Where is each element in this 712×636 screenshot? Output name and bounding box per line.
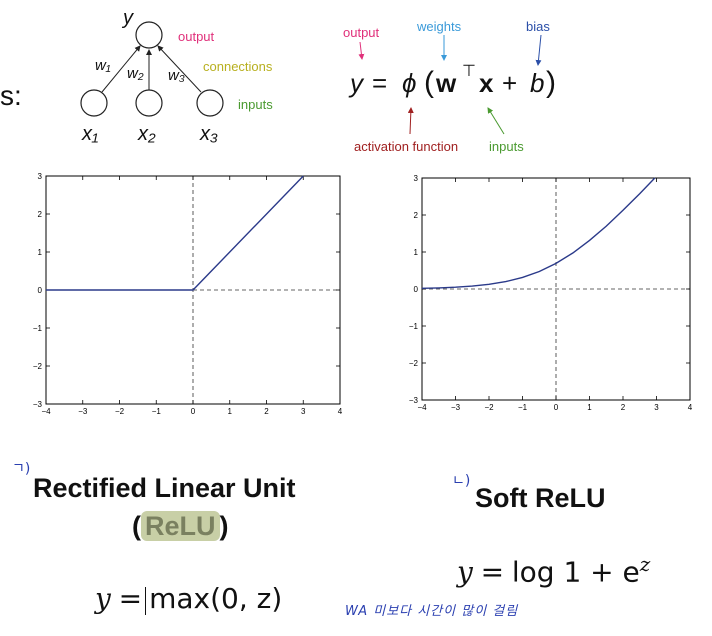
series-line bbox=[46, 175, 304, 291]
eq-b: b bbox=[530, 68, 544, 98]
y-tick-label: 3 bbox=[414, 174, 419, 183]
y-tick-label: −1 bbox=[33, 324, 43, 333]
arrow-bias bbox=[535, 34, 542, 66]
y-tick-label: 1 bbox=[414, 248, 419, 257]
label-connections: connections bbox=[203, 59, 273, 74]
relu-mark: ㄱ) bbox=[12, 461, 31, 477]
y-tick-label: −3 bbox=[33, 400, 43, 409]
x-tick-label: 3 bbox=[654, 403, 659, 412]
eq-label-bias: bias bbox=[526, 19, 550, 34]
equation-diagram: output weights bias y = ϕ ( w ⊤ x + b ) … bbox=[343, 19, 556, 154]
output-var: y bbox=[121, 7, 134, 29]
x-tick-label: −3 bbox=[78, 407, 88, 415]
relu-abbr-line: (ReLU) bbox=[132, 511, 229, 542]
y-tick-label: 1 bbox=[38, 248, 43, 257]
eq-lhs: y bbox=[348, 68, 365, 98]
relu-formula: y = max(0, z) bbox=[95, 582, 282, 615]
eq-label-output: output bbox=[343, 25, 380, 40]
softrelu-mark: ㄴ) bbox=[452, 473, 471, 489]
x-tick-label: 4 bbox=[338, 407, 343, 415]
relu-paren-open: ( bbox=[132, 511, 141, 541]
eq-plus: + bbox=[502, 68, 517, 98]
series-line bbox=[421, 177, 656, 289]
input-node-3 bbox=[196, 89, 224, 117]
y-tick-label: 2 bbox=[38, 210, 43, 219]
label-output: output bbox=[178, 29, 215, 44]
softrelu-formula-eq: = bbox=[480, 555, 505, 589]
relu-abbr: ReLU bbox=[141, 511, 220, 541]
arrow-inputs bbox=[487, 107, 505, 135]
x-tick-label: 4 bbox=[688, 403, 693, 412]
x-tick-label: 2 bbox=[621, 403, 626, 412]
eq-equals: = bbox=[372, 68, 387, 98]
connection-1 bbox=[101, 45, 141, 93]
x-tick-label: −2 bbox=[115, 407, 125, 415]
x-tick-label: 1 bbox=[587, 403, 592, 412]
input-node-1 bbox=[80, 89, 108, 117]
neuron-diagram: y w₁ w₂ w₃ x₁ x₂ x₃ output connections i… bbox=[80, 7, 273, 145]
input-var-3: x₃ bbox=[199, 123, 218, 145]
x-tick-label: −4 bbox=[417, 403, 427, 412]
x-tick-label: 1 bbox=[228, 407, 233, 415]
prefix-text: s: bbox=[0, 80, 22, 111]
y-tick-label: −1 bbox=[409, 322, 419, 331]
x-tick-label: −4 bbox=[41, 407, 51, 415]
weight-1: w₁ bbox=[95, 57, 111, 74]
x-tick-label: 0 bbox=[191, 407, 196, 415]
eq-label-inputs: inputs bbox=[489, 139, 524, 154]
x-tick-label: −1 bbox=[152, 407, 162, 415]
y-tick-label: 3 bbox=[38, 172, 43, 181]
y-tick-label: −3 bbox=[409, 396, 419, 405]
weight-2: w₂ bbox=[127, 65, 144, 82]
arrow-activation bbox=[407, 107, 414, 135]
eq-label-activation: activation function bbox=[354, 139, 458, 154]
arrow-output bbox=[358, 41, 365, 60]
relu-formula-rhs: max(0, z) bbox=[149, 582, 283, 615]
handwritten-annotation: WA 미보다 시간이 많이 걸림 bbox=[345, 604, 519, 619]
y-tick-label: −2 bbox=[33, 362, 43, 371]
x-tick-label: −2 bbox=[484, 403, 494, 412]
eq-w: w bbox=[435, 68, 457, 98]
label-inputs: inputs bbox=[238, 97, 273, 112]
softrelu-formula-lhs: y bbox=[457, 555, 473, 589]
eq-transpose: ⊤ bbox=[462, 63, 476, 80]
eq-lparen: ( bbox=[424, 66, 434, 99]
x-tick-label: −1 bbox=[518, 403, 528, 412]
y-tick-label: 0 bbox=[414, 285, 419, 294]
relu-title: Rectified Linear Unit bbox=[33, 473, 296, 503]
softrelu-formula-rhs: log 1 + e bbox=[511, 555, 640, 589]
softrelu-formula: y = log 1 + ez bbox=[457, 552, 650, 588]
softrelu-formula-sup: z bbox=[639, 552, 651, 576]
relu-formula-eq: = bbox=[118, 582, 143, 615]
y-tick-label: 2 bbox=[414, 211, 419, 220]
relu-formula-lhs: y bbox=[95, 582, 111, 615]
eq-phi: ϕ bbox=[402, 68, 416, 98]
input-node-2 bbox=[135, 89, 163, 117]
text-cursor bbox=[145, 586, 147, 615]
input-var-2: x₂ bbox=[137, 123, 156, 145]
output-node bbox=[135, 21, 163, 49]
x-tick-label: 3 bbox=[301, 407, 306, 415]
softrelu-title: Soft ReLU bbox=[475, 483, 606, 513]
eq-x: x bbox=[479, 68, 494, 98]
eq-label-weights: weights bbox=[416, 19, 462, 34]
x-tick-label: 2 bbox=[264, 407, 269, 415]
y-tick-label: −2 bbox=[409, 359, 419, 368]
y-tick-label: 0 bbox=[38, 286, 43, 295]
connection-3 bbox=[157, 45, 202, 93]
relu-paren-close: ) bbox=[219, 511, 229, 541]
input-var-1: x₁ bbox=[81, 123, 98, 145]
eq-rparen: ) bbox=[546, 66, 556, 99]
x-tick-label: −3 bbox=[451, 403, 461, 412]
x-tick-label: 0 bbox=[554, 403, 559, 412]
weight-3: w₃ bbox=[168, 67, 185, 84]
